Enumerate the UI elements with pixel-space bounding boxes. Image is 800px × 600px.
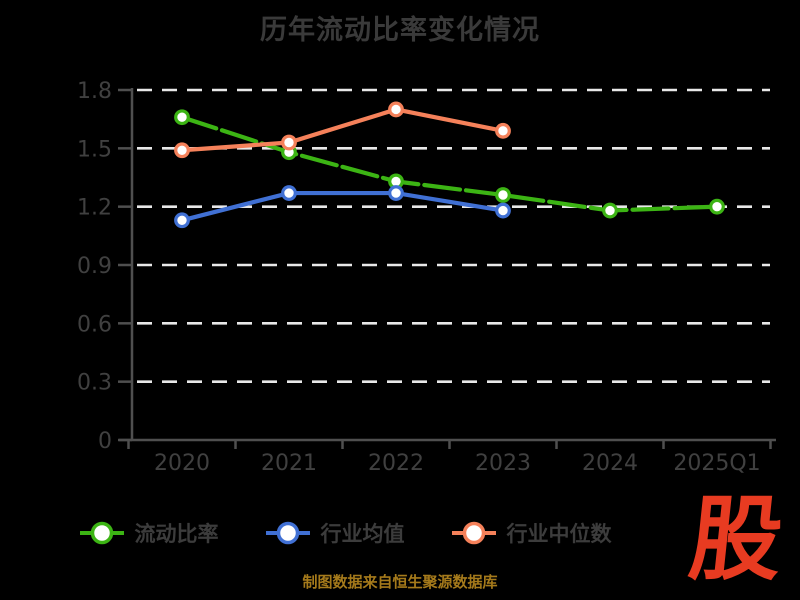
y-tick-label-0: 0 <box>98 429 112 454</box>
data-point-行业均值-2020 <box>174 212 190 229</box>
data-point-流动比率-2024 <box>602 202 618 219</box>
data-point-流动比率-2025Q1 <box>709 198 725 215</box>
legend-label: 流动比率 <box>134 522 219 546</box>
series-line-行业均值 <box>179 190 506 223</box>
data-point-行业中位数-2020 <box>174 142 190 159</box>
legend-item-流动比率: 流动比率 <box>79 518 219 548</box>
y-tick-label-1.2: 1.2 <box>77 196 112 221</box>
legend-label: 行业均值 <box>320 522 405 546</box>
legend-item-行业均值: 行业均值 <box>265 518 405 548</box>
legend-marker-icon <box>265 521 310 545</box>
x-tick-label-2023: 2023 <box>475 451 531 476</box>
legend-marker-icon <box>451 521 496 545</box>
chart-title: 历年流动比率变化情况 <box>260 15 540 46</box>
chart-legend: 流动比率 行业均值 行业中位数 <box>0 518 690 548</box>
data-point-行业均值-2021 <box>281 185 297 201</box>
series-line-流动比率 <box>179 115 720 213</box>
data-point-行业中位数-2021 <box>281 134 297 151</box>
data-point-行业均值-2022 <box>388 185 404 201</box>
x-tick-label-2021: 2021 <box>261 451 317 476</box>
data-point-行业中位数-2023 <box>495 122 511 139</box>
legend-item-行业中位数: 行业中位数 <box>451 518 612 548</box>
y-tick-label-0.6: 0.6 <box>77 312 112 337</box>
data-point-行业均值-2023 <box>495 202 511 219</box>
data-source-note: 制图数据来自恒生聚源数据库 <box>302 573 498 591</box>
data-point-流动比率-2023 <box>495 187 511 203</box>
y-tick-label-1.5: 1.5 <box>77 137 112 162</box>
data-point-流动比率-2020 <box>174 109 190 126</box>
y-tick-label-1.8: 1.8 <box>77 79 112 104</box>
x-tick-label-2025Q1: 2025Q1 <box>673 451 760 476</box>
line-chart-plot-area: 0 0.3 0.6 0.9 1.2 1.5 1.8 2020 2021 2022 2023 2024 2… <box>77 79 776 476</box>
stock-brand-logo: 股 <box>684 486 788 593</box>
legend-marker-icon <box>79 521 124 545</box>
legend-label: 行业中位数 <box>506 522 612 546</box>
x-tick-label-2022: 2022 <box>368 451 424 476</box>
x-tick-label-2024: 2024 <box>582 451 638 476</box>
y-tick-label-0.3: 0.3 <box>77 371 112 396</box>
x-tick-label-2020: 2020 <box>154 451 210 476</box>
series-line-行业中位数 <box>179 107 506 153</box>
data-point-行业中位数-2022 <box>388 101 404 118</box>
y-tick-label-0.9: 0.9 <box>77 254 112 279</box>
